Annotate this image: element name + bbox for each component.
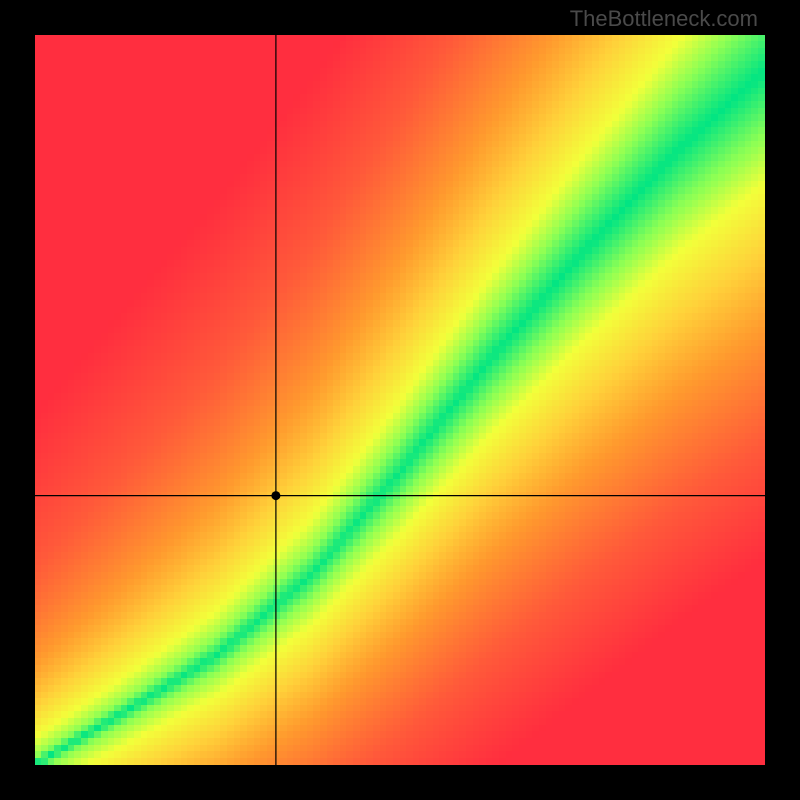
bottleneck-heatmap [35,35,765,765]
watermark-text: TheBottleneck.com [570,6,758,32]
chart-stage: TheBottleneck.com [0,0,800,800]
